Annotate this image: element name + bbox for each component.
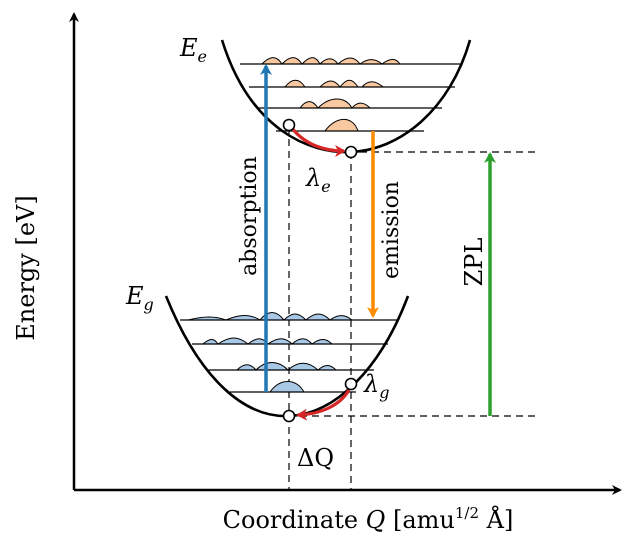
dashed-guides (288, 127, 540, 490)
lambda-e-label: λe (305, 164, 331, 196)
excited-minimum-point (344, 145, 358, 159)
ground-relaxation-arrow (296, 389, 351, 421)
ground-state-label: Eg (125, 282, 154, 314)
absorption-label: absorption (237, 156, 262, 276)
emission-label: emission (379, 181, 404, 279)
lambda-g-label: λg (363, 370, 389, 402)
excited-relaxation-arrow (290, 126, 346, 157)
ground-wavefunctions (187, 312, 354, 393)
excited-state-label: Ee (179, 34, 207, 66)
zpl-label: ZPL (460, 238, 488, 287)
y-axis-label: Energy [eV] (12, 195, 40, 340)
ground-vertical-point (344, 377, 358, 391)
excited-vibrational-levels (240, 63, 462, 132)
excited-vertical-point (282, 118, 296, 132)
delta-q-label: ΔQ (297, 444, 334, 472)
ground-vibrational-levels (180, 319, 398, 393)
ground-minimum-point (282, 409, 296, 423)
x-axis-label: Coordinate Q [amu1/2 Å] (223, 504, 514, 534)
excited-wavefunctions (260, 57, 401, 132)
excited-state-potential (220, 39, 472, 154)
